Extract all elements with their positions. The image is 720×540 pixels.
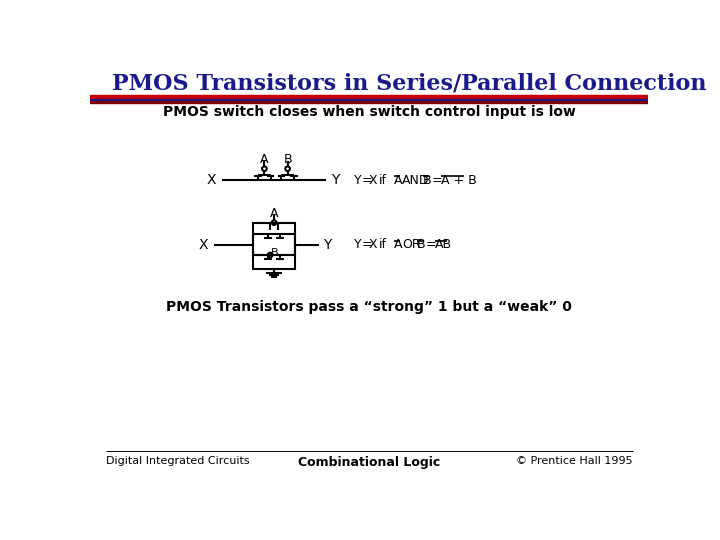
Text: X: X <box>369 174 377 187</box>
Text: Digital Integrated Circuits: Digital Integrated Circuits <box>106 456 249 466</box>
Text: PMOS switch closes when switch control input is low: PMOS switch closes when switch control i… <box>163 105 575 119</box>
Text: AB: AB <box>435 239 452 252</box>
Text: =: = <box>361 239 372 252</box>
Text: X: X <box>199 238 209 252</box>
Text: Y: Y <box>354 174 361 187</box>
Text: A: A <box>260 153 269 166</box>
Text: Y: Y <box>354 239 361 252</box>
Text: B: B <box>283 153 292 166</box>
Text: X: X <box>369 239 377 252</box>
Text: B: B <box>271 248 279 258</box>
Bar <box>90 95 648 99</box>
Text: A: A <box>394 174 402 187</box>
Text: Combinational Logic: Combinational Logic <box>298 456 440 469</box>
Text: A: A <box>270 207 279 220</box>
Bar <box>90 101 648 103</box>
Text: Y: Y <box>323 238 332 252</box>
Text: A + B: A + B <box>441 174 477 187</box>
Text: OR: OR <box>402 239 421 252</box>
Bar <box>253 222 295 269</box>
Text: if: if <box>379 174 387 187</box>
Text: =: = <box>432 174 442 187</box>
Text: B: B <box>417 239 426 252</box>
Text: Y: Y <box>331 173 339 187</box>
Text: if: if <box>379 239 387 252</box>
Text: PMOS Transistors in Series/Parallel Connection: PMOS Transistors in Series/Parallel Conn… <box>112 72 706 94</box>
Text: AND: AND <box>402 174 430 187</box>
Text: X: X <box>207 173 216 187</box>
Text: PMOS Transistors pass a “strong” 1 but a “weak” 0: PMOS Transistors pass a “strong” 1 but a… <box>166 300 572 314</box>
Text: A: A <box>394 239 402 252</box>
Text: =: = <box>361 174 372 187</box>
Text: © Prentice Hall 1995: © Prentice Hall 1995 <box>516 456 632 466</box>
Text: =: = <box>426 239 436 252</box>
Bar <box>90 99 648 101</box>
Text: B: B <box>423 174 432 187</box>
